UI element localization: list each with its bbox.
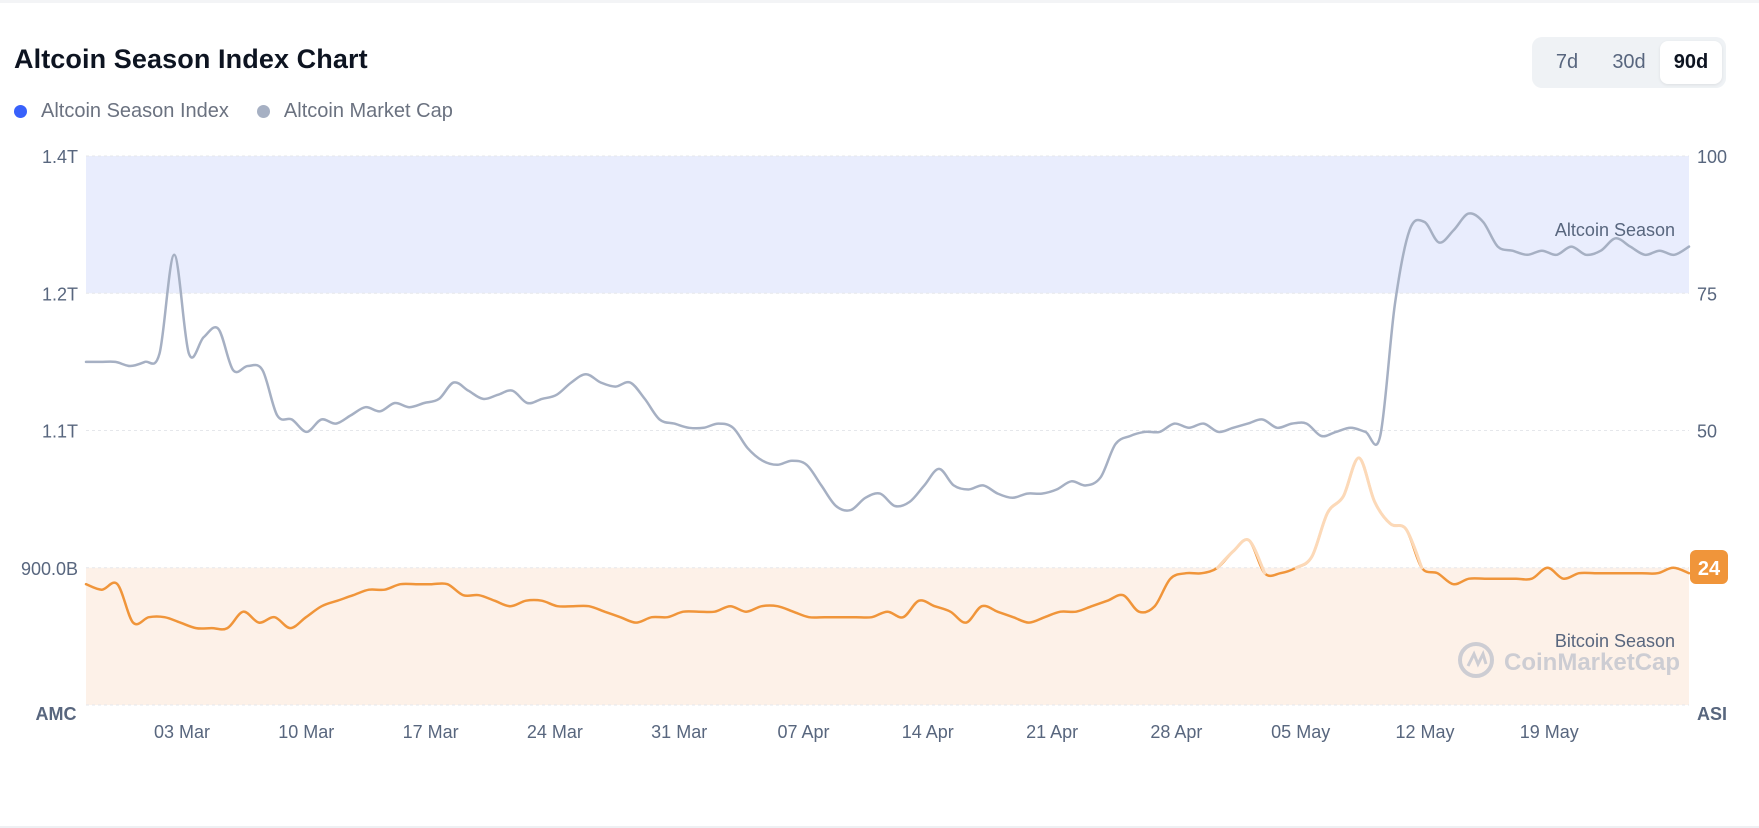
x-axis-ticks: 03 Mar 10 Mar 17 Mar 24 Mar 31 Mar 07 Apr 14 A… (154, 722, 1579, 742)
x-tick-label: 17 Mar (403, 722, 459, 742)
left-tick-label: 1.2T (42, 284, 78, 304)
top-divider (0, 0, 1759, 3)
right-axis-label: ASI (1697, 704, 1727, 724)
page-title: Altcoin Season Index Chart (14, 44, 368, 74)
left-axis-ticks: 1.4T 1.2T 1.1T 900.0B (21, 147, 78, 579)
right-tick-label: 100 (1697, 147, 1727, 167)
x-tick-label: 10 Mar (278, 722, 334, 742)
legend-label: Altcoin Season Index (41, 100, 229, 122)
x-tick-label: 19 May (1520, 722, 1579, 742)
current-value-badge: 24 (1690, 550, 1728, 584)
right-tick-label: 50 (1697, 422, 1717, 442)
bitcoin-season-zone (86, 567, 1689, 705)
altcoin-season-zone (86, 156, 1689, 294)
series-line-altcoin-season-index-highlight (1216, 456, 1424, 575)
left-axis-label: AMC (36, 704, 77, 724)
bottom-divider (0, 826, 1759, 828)
x-tick-label: 24 Mar (527, 722, 583, 742)
range-button-90d[interactable]: 90d (1660, 41, 1722, 84)
bitcoin-season-label: Bitcoin Season (1555, 631, 1675, 651)
x-tick-label: 31 Mar (651, 722, 707, 742)
x-tick-label: 12 May (1395, 722, 1454, 742)
x-tick-label: 28 Apr (1150, 722, 1202, 742)
right-axis-ticks: 100 75 50 (1697, 147, 1727, 442)
legend-item-altcoin-season-index[interactable]: Altcoin Season Index (14, 100, 229, 123)
x-tick-label: 21 Apr (1026, 722, 1078, 742)
series-line-altcoin-market-cap (84, 212, 1691, 512)
left-tick-label: 1.1T (42, 422, 78, 442)
x-tick-label: 07 Apr (777, 722, 829, 742)
left-tick-label: 900.0B (21, 559, 78, 579)
altcoin-season-label: Altcoin Season (1555, 220, 1675, 240)
coinmarketcap-logo-icon (1458, 642, 1494, 678)
range-toggle: 7d 30d 90d (1532, 37, 1726, 88)
coinmarketcap-watermark: CoinMarketCap (1458, 642, 1680, 678)
legend-dot-icon (14, 105, 27, 118)
x-tick-label: 14 Apr (902, 722, 954, 742)
left-tick-label: 1.4T (42, 147, 78, 167)
x-tick-label: 03 Mar (154, 722, 210, 742)
range-button-7d[interactable]: 7d (1555, 51, 1579, 73)
x-tick-label: 05 May (1271, 722, 1330, 742)
legend-dot-icon (256, 105, 270, 118)
legend-label: Altcoin Market Cap (283, 100, 453, 122)
watermark-text: CoinMarketCap (1504, 649, 1680, 676)
range-button-30d[interactable]: 30d (1612, 51, 1646, 73)
legend-item-altcoin-market-cap[interactable]: Altcoin Market Cap (256, 100, 453, 123)
current-value: 24 (1698, 558, 1721, 580)
chart-legend: Altcoin Season Index Altcoin Market Cap (14, 100, 481, 123)
right-tick-label: 75 (1697, 284, 1717, 304)
